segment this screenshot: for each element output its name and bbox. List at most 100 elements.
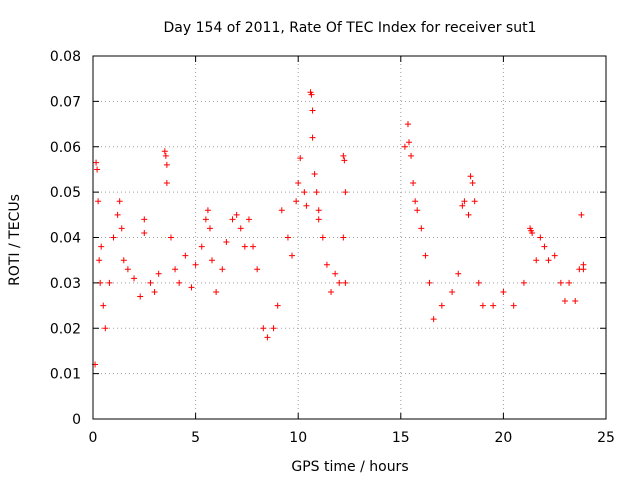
data-point bbox=[541, 243, 548, 250]
data-point bbox=[293, 198, 300, 205]
data-point bbox=[250, 243, 257, 250]
y-tick-label: 0.06 bbox=[50, 140, 81, 156]
data-point bbox=[561, 298, 568, 305]
data-point bbox=[342, 279, 349, 286]
data-point bbox=[469, 180, 476, 187]
data-point bbox=[198, 243, 205, 250]
data-point bbox=[475, 279, 482, 286]
data-point bbox=[192, 261, 199, 268]
data-point bbox=[98, 243, 105, 250]
data-point bbox=[341, 157, 348, 164]
data-point bbox=[313, 189, 320, 196]
data-point bbox=[490, 302, 497, 309]
y-axis-label: ROTI / TECUs bbox=[7, 194, 23, 286]
data-point bbox=[237, 225, 244, 232]
data-point bbox=[94, 166, 101, 173]
data-point bbox=[118, 225, 125, 232]
y-tick-label: 0.05 bbox=[50, 185, 81, 201]
data-point bbox=[202, 216, 209, 223]
data-point bbox=[410, 180, 417, 187]
data-point bbox=[155, 270, 162, 277]
data-point bbox=[533, 257, 540, 264]
data-point bbox=[412, 198, 419, 205]
data-point bbox=[260, 325, 267, 332]
data-point bbox=[301, 189, 308, 196]
y-tick-label: 0.04 bbox=[50, 231, 81, 247]
data-point bbox=[438, 302, 445, 309]
data-point bbox=[219, 266, 226, 273]
data-point bbox=[93, 159, 100, 166]
data-point bbox=[578, 211, 585, 218]
data-point bbox=[264, 334, 271, 341]
data-point bbox=[309, 107, 316, 114]
x-tick-label: 5 bbox=[191, 430, 200, 446]
data-point bbox=[137, 293, 144, 300]
data-point bbox=[245, 216, 252, 223]
data-point bbox=[188, 284, 195, 291]
data-point bbox=[430, 316, 437, 323]
data-point bbox=[315, 216, 322, 223]
y-tick-label: 0.02 bbox=[50, 321, 81, 337]
data-point bbox=[414, 207, 421, 214]
data-point bbox=[182, 252, 189, 259]
x-axis-label: GPS time / hours bbox=[291, 459, 408, 475]
data-point bbox=[100, 302, 107, 309]
data-point bbox=[340, 234, 347, 241]
data-point bbox=[96, 257, 103, 264]
data-point bbox=[289, 252, 296, 259]
data-point bbox=[455, 270, 462, 277]
data-point bbox=[557, 279, 564, 286]
data-point bbox=[459, 202, 466, 209]
data-point bbox=[124, 266, 131, 273]
data-point bbox=[95, 198, 102, 205]
data-point bbox=[278, 207, 285, 214]
data-point bbox=[270, 325, 277, 332]
data-point bbox=[303, 202, 310, 209]
data-point bbox=[163, 180, 170, 187]
data-point bbox=[274, 302, 281, 309]
data-point bbox=[545, 257, 552, 264]
data-point bbox=[401, 143, 408, 150]
data-point bbox=[336, 279, 343, 286]
data-point bbox=[328, 288, 335, 295]
data-point bbox=[467, 173, 474, 180]
data-point bbox=[254, 266, 261, 273]
y-tick-label: 0.08 bbox=[50, 49, 81, 65]
x-tick-label: 20 bbox=[494, 430, 512, 446]
data-point bbox=[449, 288, 456, 295]
data-point bbox=[479, 302, 486, 309]
data-point bbox=[167, 234, 174, 241]
data-point bbox=[209, 257, 216, 264]
data-point bbox=[461, 198, 468, 205]
data-point bbox=[204, 207, 211, 214]
data-point bbox=[172, 266, 179, 273]
data-point bbox=[213, 288, 220, 295]
data-point bbox=[284, 234, 291, 241]
data-point bbox=[580, 266, 587, 273]
data-point bbox=[315, 207, 322, 214]
data-point bbox=[110, 234, 117, 241]
data-point bbox=[102, 325, 109, 332]
data-point bbox=[176, 279, 183, 286]
data-point bbox=[418, 225, 425, 232]
x-tick-label: 15 bbox=[392, 430, 410, 446]
data-point bbox=[163, 161, 170, 168]
data-point bbox=[342, 189, 349, 196]
y-tick-label: 0.07 bbox=[50, 94, 81, 110]
data-point bbox=[520, 279, 527, 286]
data-point bbox=[297, 155, 304, 162]
data-point bbox=[529, 229, 536, 236]
data-point bbox=[206, 225, 213, 232]
data-point bbox=[551, 252, 558, 259]
data-point bbox=[241, 243, 248, 250]
data-point bbox=[114, 211, 121, 218]
plot-frame bbox=[92, 55, 607, 420]
data-point bbox=[229, 216, 236, 223]
data-point bbox=[151, 288, 158, 295]
data-point bbox=[147, 279, 154, 286]
x-tick-label: 10 bbox=[289, 430, 307, 446]
data-point bbox=[116, 198, 123, 205]
data-point bbox=[500, 288, 507, 295]
data-point bbox=[161, 148, 168, 155]
tick-labels: 0 5 10 15 20 25 0 0.01 0.02 0.03 0.04 0.05 0.06 0.07 0… bbox=[50, 49, 615, 446]
